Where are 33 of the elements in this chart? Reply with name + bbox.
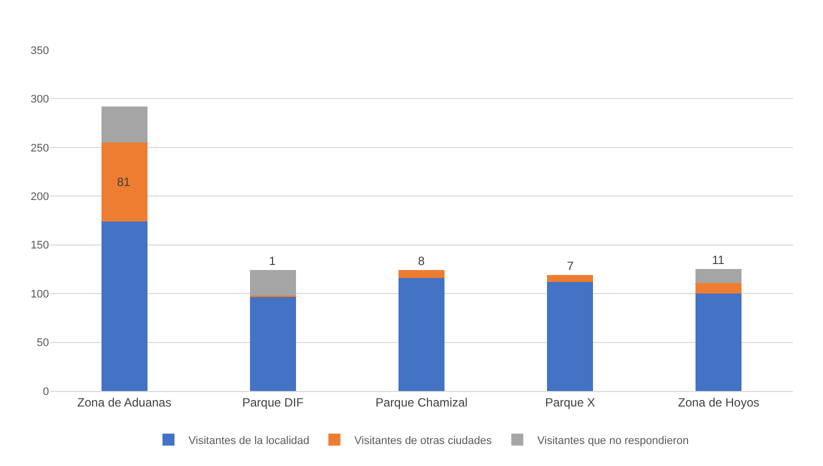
bar <box>101 142 148 222</box>
x-tick-label: Parque DIF <box>242 395 304 410</box>
data-label: 11 <box>712 253 725 267</box>
y-tick-label: 300 <box>30 94 49 106</box>
bar <box>547 275 594 282</box>
bar <box>398 278 445 391</box>
bar <box>398 270 445 278</box>
bar <box>547 282 594 391</box>
bar <box>250 296 296 391</box>
y-tick-label: 250 <box>30 142 49 154</box>
x-tick-label: Zona de Aduanas <box>77 395 172 410</box>
data-label: 81 <box>117 175 131 189</box>
data-label: 8 <box>418 254 425 268</box>
y-tick-label: 150 <box>30 240 49 252</box>
x-tick-label: Parque Chamizal <box>375 395 468 410</box>
y-tick-label: 100 <box>30 288 49 300</box>
x-tick-label: Zona de Hoyos <box>678 395 760 410</box>
bar <box>696 282 742 294</box>
x-tick-label: Parque X <box>545 395 596 410</box>
data-label: 7 <box>567 259 574 273</box>
y-tick-label: 50 <box>36 337 49 350</box>
y-tick-label: 0 <box>42 386 49 398</box>
y-tick-label: 200 <box>30 190 49 203</box>
bar <box>101 106 148 143</box>
legend-label: Visitantes de otras ciudades <box>354 434 492 447</box>
y-tick-label: 350 <box>30 44 49 57</box>
legend-label: Visitantes de la localidad <box>188 434 310 447</box>
bar <box>101 221 148 391</box>
legend-label: Visitantes que no respondieron <box>537 434 689 447</box>
data-label: 1 <box>269 254 276 268</box>
bar <box>696 269 742 283</box>
bar <box>696 294 742 391</box>
bar <box>250 270 296 296</box>
